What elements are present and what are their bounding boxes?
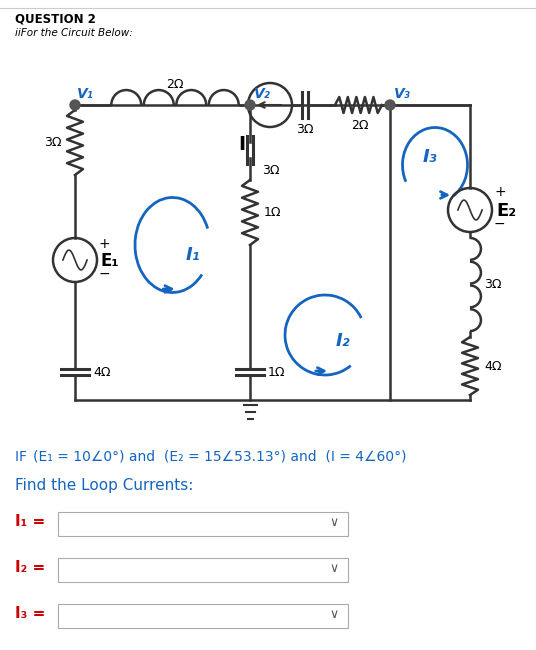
Text: 3Ω: 3Ω <box>262 164 279 177</box>
Text: ∨: ∨ <box>330 515 339 528</box>
Text: −: − <box>99 267 110 281</box>
Text: 1Ω: 1Ω <box>264 206 281 219</box>
Text: I₂: I₂ <box>336 332 351 350</box>
Text: I₁ =: I₁ = <box>15 515 45 530</box>
Circle shape <box>385 100 395 110</box>
Text: 1Ω: 1Ω <box>268 365 286 378</box>
Text: V₁: V₁ <box>77 87 94 101</box>
Text: I₃: I₃ <box>423 148 437 166</box>
Text: 3Ω: 3Ω <box>44 136 62 149</box>
FancyBboxPatch shape <box>58 558 348 582</box>
Text: +: + <box>99 237 110 251</box>
Text: I: I <box>239 135 245 154</box>
Text: +: + <box>494 185 505 199</box>
Circle shape <box>70 100 80 110</box>
Text: 2Ω: 2Ω <box>351 119 369 132</box>
Text: I₃ =: I₃ = <box>15 606 46 621</box>
Text: (E₁ = 10∠0°) and  (E₂ = 15∠53.13°) and  (I = 4∠60°): (E₁ = 10∠0°) and (E₂ = 15∠53.13°) and (I… <box>33 450 406 464</box>
Text: 3Ω: 3Ω <box>484 278 502 291</box>
Text: −: − <box>494 217 505 231</box>
Text: 4Ω: 4Ω <box>484 359 502 372</box>
Text: E₁: E₁ <box>101 252 120 270</box>
Text: I₁: I₁ <box>185 246 200 264</box>
Text: IF: IF <box>15 450 32 464</box>
Text: V₃: V₃ <box>394 87 411 101</box>
Text: QUESTION 2: QUESTION 2 <box>15 12 96 25</box>
Text: Find the Loop Currents:: Find the Loop Currents: <box>15 478 193 493</box>
Circle shape <box>245 100 255 110</box>
Text: ∨: ∨ <box>330 562 339 575</box>
Text: I₂ =: I₂ = <box>15 560 45 575</box>
Text: iiFor the Circuit Below:: iiFor the Circuit Below: <box>15 28 133 38</box>
Text: ∨: ∨ <box>330 608 339 621</box>
Text: V₂: V₂ <box>254 87 271 101</box>
Text: 3Ω: 3Ω <box>296 123 314 136</box>
Text: 4Ω: 4Ω <box>93 365 110 378</box>
Text: E₂: E₂ <box>496 202 516 220</box>
Text: 2Ω: 2Ω <box>166 78 184 91</box>
FancyBboxPatch shape <box>58 512 348 536</box>
FancyBboxPatch shape <box>58 604 348 628</box>
